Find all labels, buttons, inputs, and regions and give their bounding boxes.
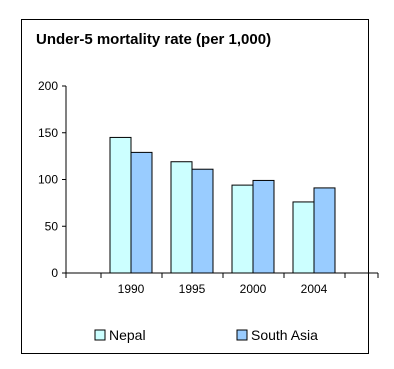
- bar-nepal-2004: [292, 201, 315, 274]
- bar-south-asia-2004: [313, 187, 336, 274]
- legend-swatch-south-asia: [236, 329, 248, 341]
- y-tick-label: 100: [38, 173, 58, 187]
- bar-south-asia-2000: [252, 179, 275, 274]
- legend-swatch-nepal: [94, 329, 106, 341]
- legend-label-south-asia: South Asia: [251, 327, 318, 343]
- y-tick-label: 0: [51, 266, 58, 280]
- bar-nepal-1990: [109, 136, 132, 274]
- bar-nepal-1995: [170, 161, 193, 274]
- bar-south-asia-1990: [130, 151, 153, 274]
- y-tick-label: 150: [38, 126, 58, 140]
- bar-south-asia-1995: [191, 168, 214, 274]
- bar-nepal-2000: [231, 184, 254, 274]
- legend-label-nepal: Nepal: [109, 327, 146, 343]
- x-tick-label: 1995: [179, 282, 206, 296]
- y-tick-label: 200: [38, 79, 58, 93]
- x-tick-label: 2000: [240, 282, 267, 296]
- x-tick-label: 2004: [301, 282, 328, 296]
- chart-title: Under-5 mortality rate (per 1,000): [36, 31, 272, 48]
- x-tick-label: 1990: [118, 282, 145, 296]
- y-tick-label: 50: [45, 219, 59, 233]
